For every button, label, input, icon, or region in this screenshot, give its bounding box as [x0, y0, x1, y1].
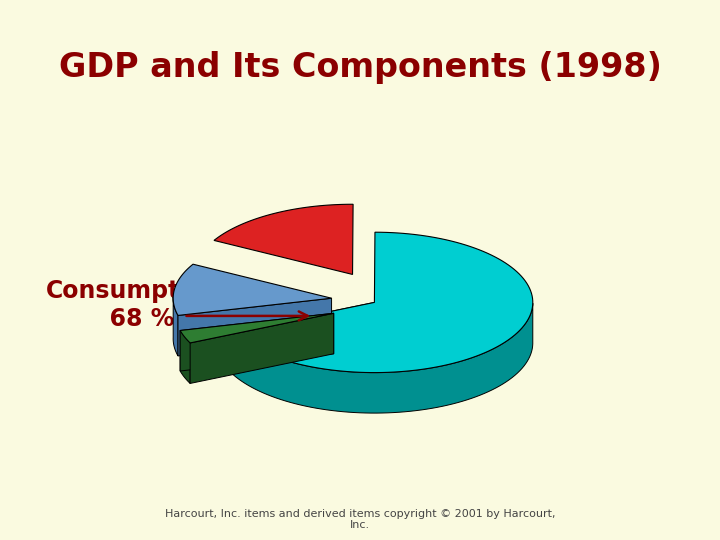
Polygon shape — [231, 303, 533, 413]
Polygon shape — [180, 330, 190, 383]
Polygon shape — [231, 232, 533, 373]
Polygon shape — [173, 264, 331, 315]
Polygon shape — [173, 297, 178, 356]
Polygon shape — [180, 313, 333, 371]
Polygon shape — [190, 313, 333, 383]
Polygon shape — [180, 313, 333, 343]
Text: Harcourt, Inc. items and derived items copyright © 2001 by Harcourt,
Inc.: Harcourt, Inc. items and derived items c… — [165, 509, 555, 530]
Text: Consumption
  68 %: Consumption 68 % — [45, 279, 221, 331]
Polygon shape — [231, 302, 374, 373]
Polygon shape — [178, 298, 331, 356]
Polygon shape — [214, 204, 353, 274]
Text: GDP and Its Components (1998): GDP and Its Components (1998) — [58, 51, 662, 84]
